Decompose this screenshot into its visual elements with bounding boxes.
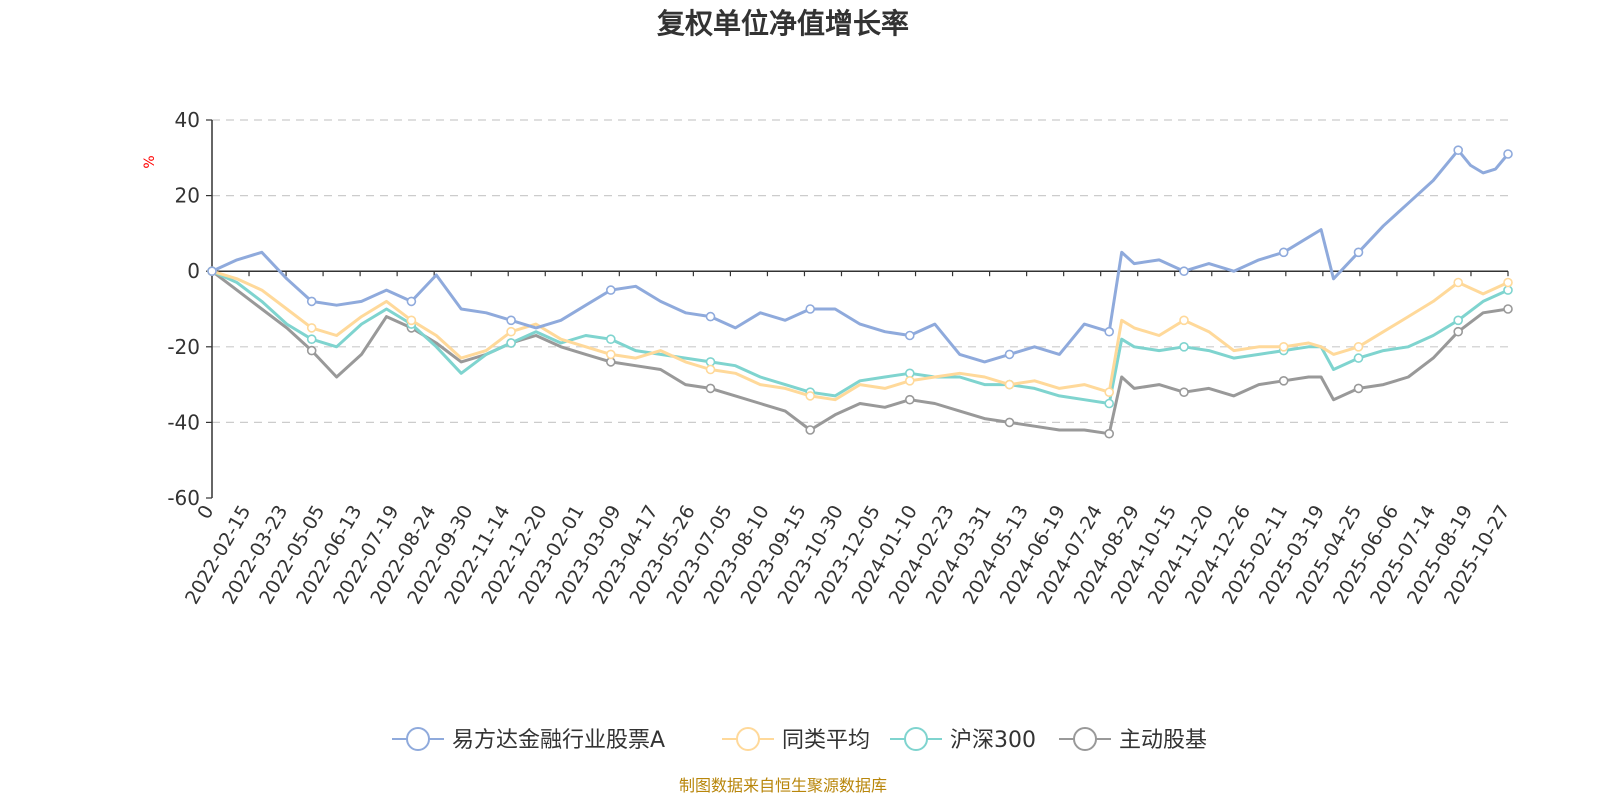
x-tick-label: 0 <box>193 502 218 523</box>
legend-label: 主动股基 <box>1119 728 1207 753</box>
series-point <box>306 334 317 345</box>
series-point <box>306 323 317 333</box>
y-tick-label: 20 <box>175 184 200 208</box>
series-point <box>1278 375 1289 386</box>
series-point <box>506 315 516 326</box>
series-point <box>1453 326 1463 337</box>
series-point <box>705 357 716 367</box>
series-point <box>1004 417 1015 428</box>
series-point <box>1179 266 1189 277</box>
grid-lines <box>212 119 1508 423</box>
series-point <box>1353 383 1364 394</box>
series-point <box>1353 247 1364 258</box>
legend[interactable]: 易方达金融行业股票A 同类平均 沪深300 主动股基 <box>392 727 1207 753</box>
series-point <box>605 285 616 295</box>
legend-label: 易方达金融行业股票A <box>452 728 665 753</box>
series-point <box>506 326 516 337</box>
series-point <box>506 338 516 348</box>
series-point <box>805 304 816 314</box>
y-tick-label: -60 <box>167 486 200 510</box>
series-point <box>904 330 915 341</box>
legend-marker-icon <box>736 727 760 751</box>
series-point <box>1004 379 1015 390</box>
series-line <box>211 269 1509 405</box>
series-point <box>1453 315 1463 326</box>
series-point <box>605 349 616 360</box>
series-point <box>805 425 816 435</box>
series-point <box>207 266 217 277</box>
series-point <box>705 364 716 375</box>
axes <box>206 119 1509 499</box>
y-tick-labels: 40 20 0 -20 -40 -60 <box>167 108 200 510</box>
series-point <box>904 394 915 405</box>
series-lines <box>207 145 1513 439</box>
series-point <box>1179 341 1189 352</box>
series-point <box>406 296 417 307</box>
series-point <box>1179 315 1189 326</box>
source-note: 制图数据来自恒生聚源数据库 <box>679 776 887 795</box>
series-point <box>1104 398 1114 409</box>
legend-marker-icon <box>406 727 430 751</box>
legend-item[interactable]: 主动股基 <box>1059 727 1207 753</box>
y-tick-label: 0 <box>187 259 200 283</box>
x-tick-labels: 02022-02-152022-03-232022-05-052022-06-1… <box>181 501 1514 608</box>
legend-item[interactable]: 沪深300 <box>890 727 1036 753</box>
series-point <box>406 315 417 326</box>
series-point <box>1004 349 1015 360</box>
series-point <box>1278 247 1289 258</box>
legend-marker-icon <box>904 727 928 751</box>
series-point <box>1104 428 1114 439</box>
y-tick-label: 40 <box>175 108 200 132</box>
series-point <box>1278 341 1289 352</box>
series-point <box>1179 387 1189 398</box>
series-point <box>705 383 716 394</box>
series-point <box>1104 387 1114 398</box>
series-point <box>1353 341 1364 352</box>
series-line <box>211 148 1510 364</box>
series-point <box>1503 149 1513 159</box>
series-point <box>1453 277 1463 288</box>
series-point <box>306 345 317 356</box>
series-point <box>705 311 716 322</box>
series-point <box>904 375 915 386</box>
series-line <box>211 269 1509 402</box>
series-line <box>211 270 1509 436</box>
chart-title: 复权单位净值增长率 <box>657 7 909 40</box>
legend-label: 同类平均 <box>782 728 870 753</box>
series-point <box>605 334 616 345</box>
legend-item[interactable]: 易方达金融行业股票A <box>392 727 665 753</box>
series-point <box>1503 304 1513 314</box>
series-point <box>1503 277 1513 288</box>
series-point <box>1104 326 1114 337</box>
series-point <box>306 296 317 307</box>
legend-label: 沪深300 <box>950 728 1036 753</box>
series-point <box>1503 285 1513 295</box>
legend-marker-icon <box>1073 727 1097 751</box>
series-point <box>1353 353 1364 363</box>
series-point <box>805 391 816 401</box>
series-point <box>1453 145 1463 155</box>
y-tick-label: -40 <box>167 410 200 434</box>
y-tick-label: -20 <box>167 335 200 359</box>
y-axis-unit: % <box>142 155 158 168</box>
legend-item[interactable]: 同类平均 <box>722 727 870 753</box>
